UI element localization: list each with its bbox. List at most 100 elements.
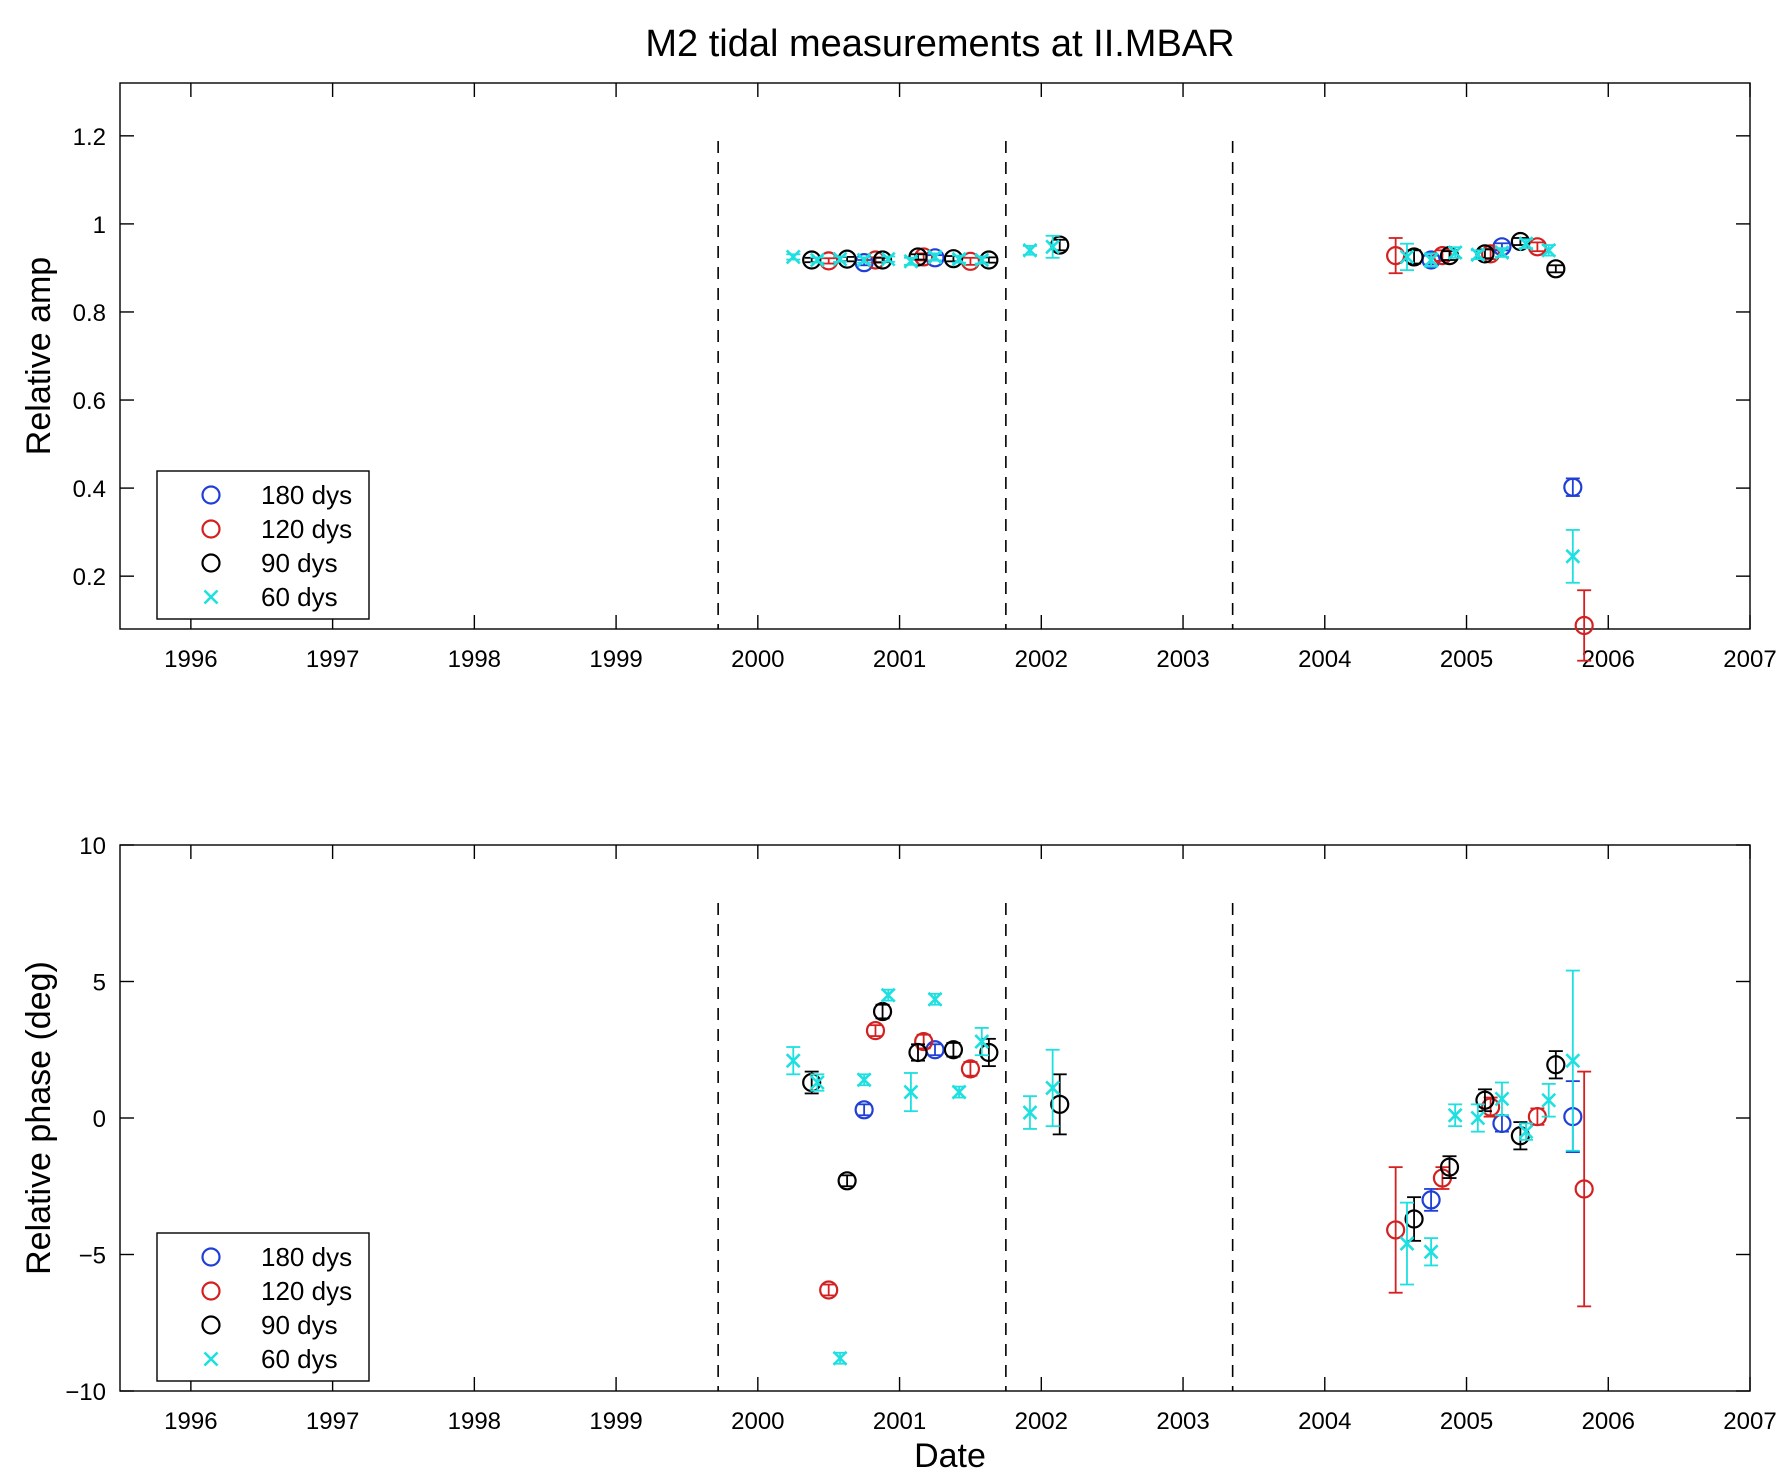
x-data-point: [1494, 245, 1510, 260]
x-tick-label: 2003: [1156, 646, 1209, 673]
circle-data-point: [1546, 259, 1566, 279]
legend-marker: [203, 1351, 219, 1367]
axes-frame: [119, 82, 1751, 630]
y-tick-label: 1.2: [73, 124, 106, 151]
x-tick-label: 2005: [1440, 1408, 1493, 1435]
x-tick-label: 1996: [164, 1408, 217, 1435]
x-data-point: [1022, 1105, 1038, 1120]
x-data-point: [927, 249, 943, 265]
x-data-point: [1045, 1080, 1061, 1096]
x-data-point: [1518, 1124, 1534, 1140]
legend-entry-label: 180 dys: [261, 480, 352, 510]
circle-data-point: [837, 1171, 857, 1191]
x-data-point: [1470, 1110, 1486, 1126]
x-tick-label: 2007: [1723, 1408, 1776, 1435]
x-data-point: [1447, 245, 1463, 260]
x-data-point: [1423, 252, 1439, 268]
legend: 180 dys 120 dys 90 dys 60 dys: [156, 1232, 370, 1382]
circle-data-point: [865, 250, 886, 270]
x-data-point: [880, 987, 896, 1003]
circle-data-point: [872, 250, 893, 270]
circle-data-point: [872, 1001, 893, 1022]
x-tick-label: 2001: [873, 1408, 926, 1435]
x-tick-label: 2001: [873, 646, 926, 673]
y-tick-label: 0: [93, 1106, 106, 1133]
y-axis-label: Relative amp: [20, 257, 58, 455]
x-data-point: [1399, 1236, 1415, 1251]
circle-data-point: [914, 1031, 934, 1052]
x-tick-label: 1998: [448, 1408, 501, 1435]
x-data-point: [1470, 247, 1486, 263]
circle-data-point: [1404, 1209, 1424, 1229]
x-tick-label: 2006: [1582, 1408, 1635, 1435]
amplitude-panel: 1996 1997 1998 1999 2000 2001 2002 2003 2004 2005…: [20, 82, 1777, 673]
x-data-point: [951, 1084, 967, 1100]
y-tick-label: 0.2: [73, 564, 106, 591]
x-data-point: [1541, 242, 1557, 258]
x-data-point: [1518, 236, 1534, 252]
circle-data-point: [1574, 615, 1594, 636]
legend-marker: [201, 485, 221, 505]
x-data-point: [832, 1350, 848, 1366]
x-tick-label: 2005: [1440, 646, 1493, 673]
legend-entry-label: 90 dys: [261, 1310, 338, 1340]
x-tick-label: 2002: [1015, 646, 1068, 673]
x-tick-label: 1997: [306, 646, 359, 673]
y-tick-label: 0.6: [73, 388, 106, 415]
x-tick-label: 2006: [1582, 646, 1635, 673]
x-data-point: [1565, 1053, 1581, 1069]
x-data-point: [856, 1072, 872, 1088]
x-data-point: [809, 252, 825, 268]
circle-data-point: [908, 1042, 928, 1063]
x-tick-label: 2002: [1015, 1408, 1068, 1435]
legend-entry-label: 60 dys: [261, 582, 338, 612]
x-data-point: [927, 991, 943, 1007]
x-data-point: [974, 1034, 990, 1049]
legend-entry-label: 120 dys: [261, 1276, 352, 1306]
circle-data-point: [979, 1042, 999, 1063]
y-axis-label: Relative phase (deg): [20, 961, 58, 1275]
x-data-point: [974, 252, 990, 268]
x-data-point: [809, 1075, 825, 1090]
legend-entry-label: 60 dys: [261, 1344, 338, 1374]
circle-data-point: [1475, 1090, 1495, 1110]
legend-marker: [201, 1315, 221, 1335]
x-tick-label: 2007: [1723, 646, 1776, 673]
circle-data-point: [943, 249, 964, 269]
x-data-point: [1399, 249, 1415, 265]
legend-entry-label: 90 dys: [261, 548, 338, 578]
x-data-point: [1494, 1091, 1510, 1107]
circle-data-point: [960, 1059, 981, 1079]
legend-marker: [201, 1247, 221, 1267]
legend: 180 dys 120 dys 90 dys 60 dys: [156, 470, 370, 620]
figure-title: M2 tidal measurements at II.MBAR: [645, 23, 1234, 65]
x-tick-label: 2003: [1156, 1408, 1209, 1435]
circle-data-point: [1386, 1220, 1406, 1240]
circle-data-point: [943, 1040, 964, 1060]
legend-box: [156, 470, 370, 620]
circle-data-point: [819, 1280, 839, 1300]
y-tick-label: −5: [79, 1243, 106, 1270]
x-data-point: [903, 253, 919, 269]
circle-data-point: [1481, 1097, 1501, 1117]
y-tick-label: 10: [79, 833, 106, 860]
circle-data-point: [1050, 1094, 1070, 1114]
legend-entry-label: 180 dys: [261, 1242, 352, 1272]
phase-panel: 1996 1997 1998 1999 2000 2001 2002 2003 2004 2005…: [20, 833, 1777, 1475]
x-tick-label: 2000: [731, 1408, 784, 1435]
x-tick-label: 1999: [589, 1408, 642, 1435]
x-data-point: [832, 251, 848, 267]
circle-data-point: [1439, 1157, 1460, 1177]
x-data-point: [951, 251, 967, 267]
circle-data-point: [854, 1100, 874, 1120]
x-tick-label: 1999: [589, 646, 642, 673]
x-data-point: [785, 1053, 801, 1069]
x-data-point: [856, 252, 872, 268]
legend-box: [156, 1232, 370, 1382]
x-tick-label: 2004: [1298, 646, 1351, 673]
x-data-point: [1541, 1092, 1557, 1108]
y-tick-label: 0.8: [73, 300, 106, 327]
legend-entry-label: 120 dys: [261, 514, 352, 544]
circle-data-point: [802, 250, 822, 270]
